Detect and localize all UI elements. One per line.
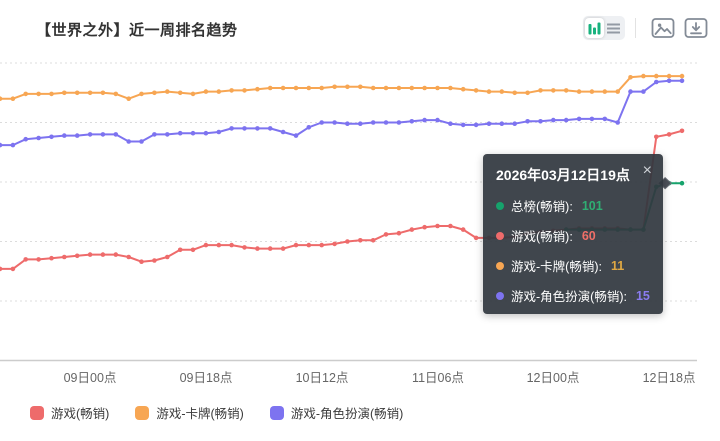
tooltip-row-label: 游戏(畅销): xyxy=(511,230,573,244)
x-tick-label: 10日12点 xyxy=(295,371,349,385)
tooltip-row-value: 101 xyxy=(581,198,603,213)
legend-swatch xyxy=(269,405,284,420)
bar-chart-icon[interactable] xyxy=(585,18,604,38)
chart-tooltip: 2026年03月12日19点 × 总榜(畅销): 101 游戏(畅销): 60 … xyxy=(483,154,663,314)
view-toggle-group xyxy=(583,16,625,40)
tooltip-row-label: 游戏-卡牌(畅销): xyxy=(511,260,602,274)
x-tick-label: 12日00点 xyxy=(526,371,580,385)
toolbar-divider xyxy=(635,18,636,38)
tooltip-date: 2026年03月12日19点 xyxy=(496,167,630,183)
tooltip-row-card: 游戏-卡牌(畅销): 11 xyxy=(496,256,650,275)
series-dot xyxy=(496,261,504,270)
series-dot xyxy=(496,291,504,300)
tooltip-row-label: 总榜(畅销): xyxy=(511,200,573,214)
legend-swatch xyxy=(30,405,44,420)
x-tick-label: 12日18点 xyxy=(642,371,696,385)
x-tick-label: 09日00点 xyxy=(63,371,117,385)
chart-legend: 游戏(畅销) 游戏-卡牌(畅销) 游戏-角色扮演(畅销) xyxy=(30,403,403,422)
legend-item-rpg[interactable]: 游戏-角色扮演(畅销) xyxy=(269,403,404,422)
close-icon[interactable]: × xyxy=(642,162,652,179)
tooltip-row-value: 60 xyxy=(581,228,596,243)
legend-swatch xyxy=(135,405,150,420)
tooltip-row-value: 11 xyxy=(610,258,625,273)
chart-toolbar xyxy=(583,16,712,40)
tooltip-row-game: 游戏(畅销): 60 xyxy=(496,226,650,245)
export-image-icon[interactable] xyxy=(650,16,675,40)
tooltip-row-total: 总榜(畅销): 101 xyxy=(496,196,650,215)
x-tick-label: 09日18点 xyxy=(179,371,233,385)
legend-label: 游戏-卡牌(畅销) xyxy=(156,407,244,421)
list-icon[interactable] xyxy=(604,18,623,38)
download-icon[interactable] xyxy=(683,16,708,40)
page-title: 【世界之外】近一周排名趋势 xyxy=(36,22,238,39)
x-tick-label: 11日06点 xyxy=(412,371,464,385)
legend-label: 游戏-角色扮演(畅销) xyxy=(290,407,404,421)
legend-label: 游戏(畅销) xyxy=(51,407,110,421)
legend-item-game[interactable]: 游戏(畅销) xyxy=(30,403,109,422)
series-dot xyxy=(496,201,504,210)
tooltip-row-label: 游戏-角色扮演(畅销): xyxy=(511,290,627,304)
tooltip-row-rpg: 游戏-角色扮演(畅销): 15 xyxy=(496,286,650,305)
series-dot xyxy=(496,231,504,240)
legend-item-card[interactable]: 游戏-卡牌(畅销) xyxy=(135,403,244,422)
tooltip-row-value: 15 xyxy=(635,288,650,303)
